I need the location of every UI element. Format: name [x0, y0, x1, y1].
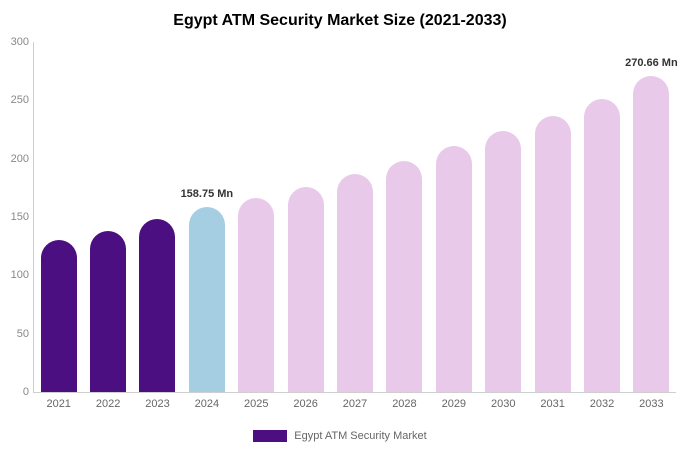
bar-group-2022: 2022 [83, 42, 132, 410]
bar-group-2028: 2028 [380, 42, 429, 410]
bar-2030 [485, 130, 522, 392]
x-tick-label: 2022 [95, 398, 121, 410]
x-tick-label: 2032 [589, 398, 615, 410]
x-tick-label: 2033 [639, 398, 664, 410]
y-tick-label: 300 [10, 36, 29, 48]
y-axis: 0 50 100 150 200 250 300 [6, 36, 33, 398]
bar-group-2032: 2032 [577, 42, 626, 410]
x-tick-label: 2027 [342, 398, 368, 410]
bar-group-2027: 2027 [330, 42, 379, 410]
x-tick-label: 2026 [293, 398, 318, 410]
x-tick-label: 2025 [244, 398, 269, 410]
bar-group-2023: 2023 [133, 42, 182, 410]
bar-group-2029: 2029 [429, 42, 478, 410]
x-tick-label: 2023 [145, 398, 170, 410]
bar-2022 [90, 231, 127, 392]
bar-2021 [40, 240, 77, 392]
bar-group-2030: 2030 [479, 42, 528, 410]
y-tick-label: 200 [10, 152, 29, 165]
x-tick-label: 2031 [540, 398, 565, 410]
bar-group-2026: 2026 [281, 42, 330, 410]
plot-area: 2021 2022 2023 158.75 Mn 2024 2025 2026 2027 202… [33, 42, 678, 410]
y-tick-label: 100 [10, 269, 29, 282]
x-tick-label: 2028 [392, 398, 417, 410]
bar-2025 [238, 198, 275, 392]
bar-group-2024: 158.75 Mn 2024 [180, 42, 234, 410]
y-tick-label: 50 [16, 327, 29, 340]
y-tick-label: 150 [10, 211, 29, 223]
y-tick-label: 250 [10, 94, 29, 107]
x-tick-label: 2021 [46, 398, 71, 410]
bar-value-label: 158.75 Mn [180, 187, 234, 200]
bar-2031 [534, 115, 571, 392]
plot-wrap: 0 50 100 150 200 250 300 2021 2022 2023 158.75 Mn… [6, 36, 678, 410]
bar-value-label: 270.66 Mn [625, 57, 678, 70]
x-tick-label: 2029 [441, 398, 467, 410]
bar-2027 [337, 173, 374, 392]
bar-group-2031: 2031 [528, 42, 577, 410]
chart-title: Egypt ATM Security Market Size (2021-203… [173, 12, 507, 29]
legend-swatch [253, 430, 288, 442]
bar-group-2033: 270.66 Mn 2033 [625, 42, 678, 410]
legend-label: Egypt ATM Security Market [294, 430, 427, 442]
bar-group-2021: 2021 [34, 42, 83, 410]
bar-2024 [188, 206, 225, 392]
bar-2023 [139, 219, 176, 392]
bar-2033 [633, 76, 670, 392]
x-tick-label: 2030 [490, 398, 516, 410]
bar-group-2025: 2025 [232, 42, 281, 410]
bar-2029 [435, 145, 472, 392]
bar-2032 [583, 99, 620, 392]
bar-2028 [386, 161, 423, 392]
x-tick-label: 2024 [194, 398, 220, 410]
y-tick-label: 0 [22, 386, 29, 398]
bar-2026 [287, 186, 324, 392]
legend: Egypt ATM Security Market [0, 430, 680, 442]
